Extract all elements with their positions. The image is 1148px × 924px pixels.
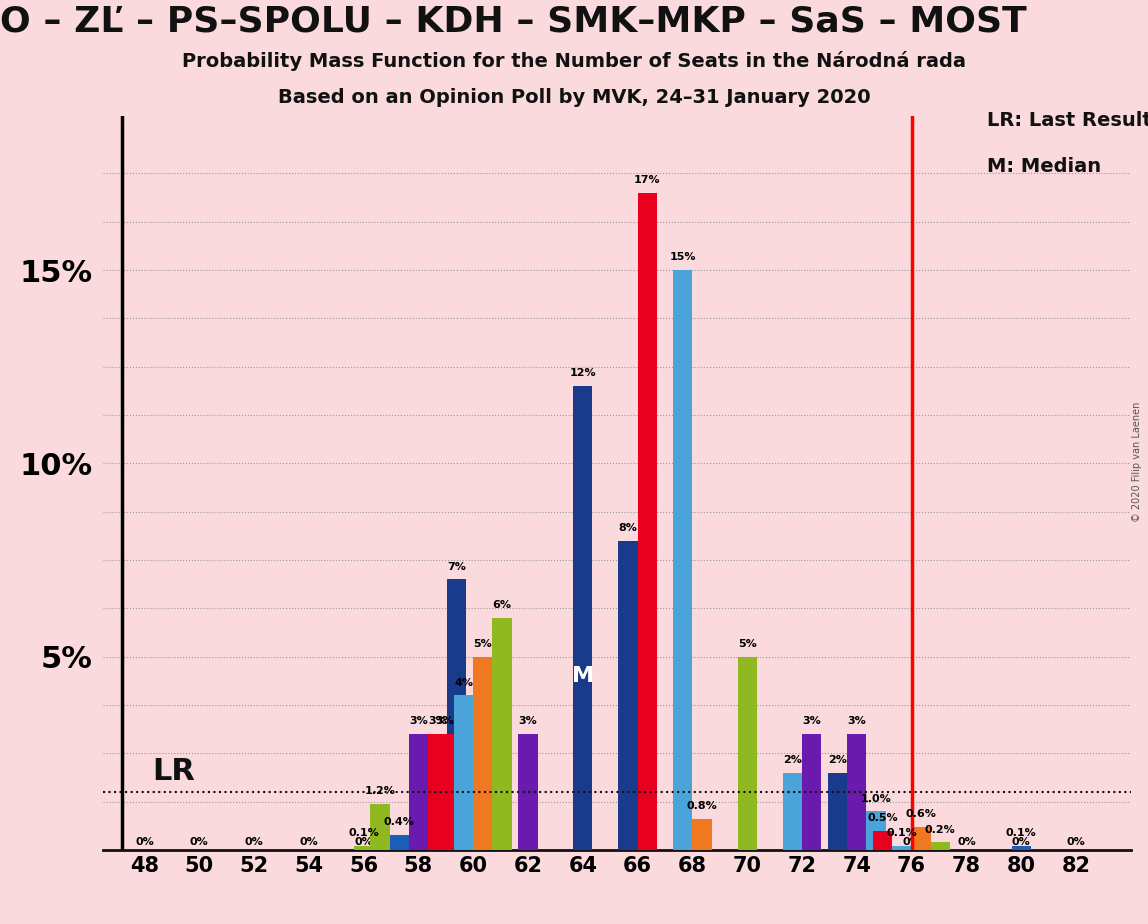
Text: 0%: 0% [189,837,209,847]
Text: 0%: 0% [135,837,154,847]
Text: 3%: 3% [847,716,866,726]
Text: 0%: 0% [1011,837,1031,847]
Text: 12%: 12% [569,369,596,379]
Bar [867,811,885,850]
Text: 0%: 0% [902,837,921,847]
Text: 17%: 17% [634,175,660,185]
Text: 0.1%: 0.1% [1006,829,1037,838]
Bar [371,804,389,850]
Text: 3%: 3% [409,716,428,726]
Text: 0.1%: 0.1% [348,829,379,838]
Text: 2%: 2% [783,755,801,765]
Text: 2%: 2% [828,755,847,765]
Text: O – ZĽ – PS–SPOLU – KDH – SMK–MKP – SaS – MOST: O – ZĽ – PS–SPOLU – KDH – SMK–MKP – SaS … [0,5,1026,39]
Bar [389,834,409,850]
Text: 0.8%: 0.8% [687,801,718,811]
Text: 0%: 0% [574,837,592,847]
Text: 6%: 6% [492,601,512,611]
Bar [912,827,931,850]
Text: 0.5%: 0.5% [868,813,898,823]
Text: M: M [572,666,594,687]
Text: M: Median: M: Median [987,157,1101,176]
Text: 0%: 0% [847,837,866,847]
Text: Based on an Opinion Poll by MVK, 24–31 January 2020: Based on an Opinion Poll by MVK, 24–31 J… [278,88,870,107]
Bar [409,734,428,850]
Text: LR: Last Result: LR: Last Result [987,111,1148,130]
Text: 0%: 0% [464,837,482,847]
Bar [519,734,537,850]
Text: 3%: 3% [519,716,537,726]
Bar [448,579,466,850]
Bar [892,846,912,850]
Text: 3%: 3% [428,716,447,726]
Text: 0%: 0% [683,837,701,847]
Text: 0%: 0% [245,837,263,847]
Text: 8%: 8% [619,523,637,533]
Bar [828,772,847,850]
Text: 0%: 0% [957,837,976,847]
Text: 7%: 7% [448,562,466,572]
Text: 5%: 5% [473,639,492,649]
Bar [492,618,512,850]
Text: 0.2%: 0.2% [925,824,956,834]
Text: 0.1%: 0.1% [886,829,917,838]
Bar [453,696,473,850]
Bar [738,657,757,850]
Bar [931,843,949,850]
Text: 1.0%: 1.0% [861,794,891,804]
Text: 0%: 0% [1066,837,1085,847]
Text: 0.4%: 0.4% [383,817,414,827]
Bar [1011,846,1031,850]
Bar [692,820,712,850]
Bar [847,734,867,850]
Bar [428,734,448,850]
Text: 4%: 4% [455,677,473,687]
Text: 3%: 3% [435,716,453,726]
Text: 0%: 0% [355,837,373,847]
Bar [435,734,453,850]
Bar [874,831,892,850]
Bar [802,734,821,850]
Text: 1.2%: 1.2% [365,786,396,796]
Bar [673,270,692,850]
Text: 0%: 0% [519,837,537,847]
Text: 0%: 0% [792,837,812,847]
Text: 0%: 0% [409,837,428,847]
Text: 0%: 0% [738,837,757,847]
Text: 0%: 0% [628,837,647,847]
Text: 15%: 15% [669,252,696,262]
Text: © 2020 Filip van Laenen: © 2020 Filip van Laenen [1132,402,1142,522]
Bar [619,541,637,850]
Text: Probability Mass Function for the Number of Seats in the Národná rada: Probability Mass Function for the Number… [183,51,965,71]
Text: LR: LR [153,758,195,786]
Bar [573,386,592,850]
Bar [783,772,802,850]
Text: 5%: 5% [738,639,757,649]
Bar [354,846,373,850]
Bar [473,657,492,850]
Bar [637,193,657,850]
Text: 3%: 3% [802,716,821,726]
Text: 0%: 0% [300,837,318,847]
Text: 0.6%: 0.6% [906,809,937,820]
